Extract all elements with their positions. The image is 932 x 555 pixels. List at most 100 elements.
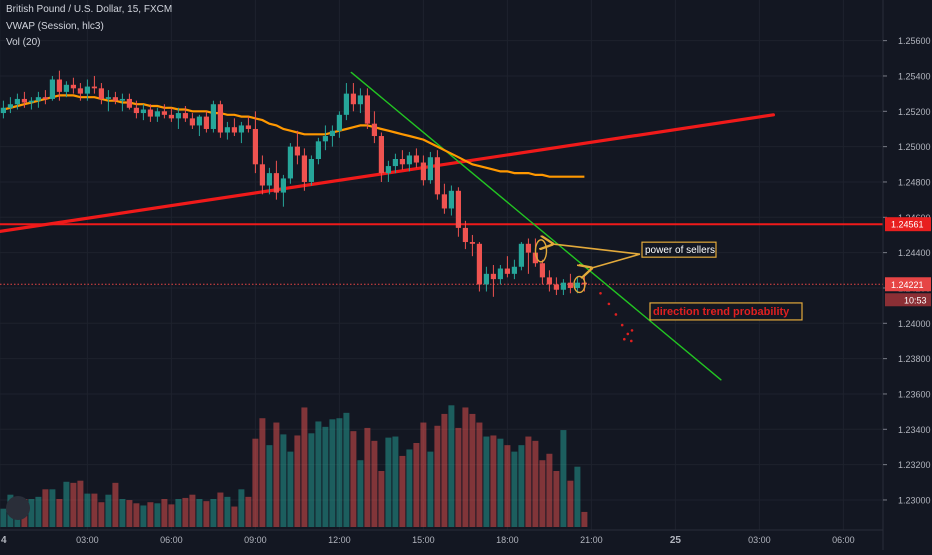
projection-dot: [599, 291, 602, 295]
candle-body: [84, 86, 90, 94]
volume-bar: [455, 427, 462, 527]
candle-body: [364, 95, 370, 124]
time-tick-label: 06:00: [160, 535, 183, 545]
volume-bar: [315, 421, 322, 527]
price-axis: 1.256001.254001.252001.250001.248001.246…: [882, 0, 932, 550]
volume-bar: [560, 430, 567, 527]
candle-body: [154, 111, 160, 117]
countdown-label: 10:53: [904, 295, 927, 305]
price-tick-label: 1.23800: [898, 354, 931, 364]
price-label-box: [885, 217, 931, 232]
volume-bar: [112, 482, 119, 527]
candle-body: [329, 130, 335, 137]
volume-bar: [91, 493, 98, 527]
candle-body: [231, 127, 237, 133]
volume-bar: [0, 508, 7, 527]
candle-body: [546, 277, 552, 285]
candle-body: [469, 242, 475, 244]
candle-body: [49, 79, 55, 99]
volume-indicator-label[interactable]: Vol (20): [6, 37, 41, 48]
volume-bar: [210, 499, 217, 527]
volume-bar: [154, 503, 161, 527]
volume-bar: [525, 436, 532, 527]
volume-bar: [119, 499, 126, 527]
volume-bar: [238, 489, 245, 527]
price-tick-label: 1.25000: [898, 142, 931, 152]
volume-bar: [182, 497, 189, 527]
volume-bar: [504, 445, 511, 527]
candle-body: [105, 97, 111, 99]
candle-body: [560, 282, 566, 290]
volume-bar: [77, 480, 84, 527]
price-tick-label: 1.25600: [898, 36, 931, 46]
candle-body: [259, 164, 265, 186]
candle-body: [126, 98, 132, 108]
candle-body: [168, 114, 174, 119]
candle-body: [280, 178, 286, 193]
volume-bar: [448, 405, 455, 527]
volume-bar: [287, 451, 294, 527]
candle-body: [406, 155, 412, 165]
candle-body: [336, 114, 342, 131]
candle-body: [420, 162, 426, 181]
candle-body: [287, 146, 293, 179]
price-tick-label: 1.25400: [898, 71, 931, 81]
candle-body: [392, 159, 398, 167]
volume-bar: [462, 407, 469, 527]
candle-body: [532, 252, 538, 264]
candle-body: [63, 84, 69, 92]
projection-dot: [630, 339, 633, 343]
volume-bar: [98, 502, 105, 527]
volume-bar: [539, 460, 546, 527]
candle-body: [343, 93, 349, 115]
candle-body: [98, 88, 104, 99]
volume-bar: [413, 443, 420, 527]
volume-bar: [126, 500, 133, 527]
volume-bar: [371, 440, 378, 527]
arrow-to-ellipse: [590, 253, 641, 268]
candle-body: [553, 284, 559, 290]
volume-bar: [434, 425, 441, 527]
price-axis-background: [883, 0, 932, 550]
candle-body: [175, 113, 181, 119]
candle-body: [91, 86, 97, 89]
volume-bar: [168, 504, 175, 527]
candle-body: [252, 128, 258, 165]
candle-body: [308, 159, 314, 182]
volume-bar: [483, 436, 490, 527]
time-tick-label: 15:00: [412, 535, 435, 545]
volume-bar: [140, 505, 147, 527]
candle-body: [315, 141, 321, 159]
time-tick-label: 06:00: [832, 535, 855, 545]
candle-layer: [0, 70, 587, 297]
volume-bar: [420, 422, 427, 527]
time-tick-label: 21:00: [580, 535, 603, 545]
volume-bar: [70, 482, 77, 527]
time-tick-label: 03:00: [748, 535, 771, 545]
annotation-power-of-sellers: power of sellers: [645, 245, 715, 256]
symbol-title[interactable]: British Pound / U.S. Dollar, 15, FXCM: [6, 4, 173, 15]
price-label-last: 1.24221: [891, 280, 924, 290]
candle-body: [140, 109, 146, 114]
vwap-line: [3, 94, 585, 178]
volume-bar: [49, 489, 56, 527]
volume-bar: [63, 481, 70, 527]
volume-bar: [308, 433, 315, 527]
tradingview-logo-icon[interactable]: [6, 496, 30, 520]
volume-bar: [161, 499, 168, 527]
volume-bar: [301, 407, 308, 527]
projection-dot: [607, 302, 611, 306]
highlight-ellipse: [534, 239, 548, 263]
price-tick-label: 1.24400: [898, 248, 931, 258]
candle-body: [462, 227, 468, 243]
volume-bar: [294, 435, 301, 527]
candle-body: [161, 111, 167, 115]
time-tick-label: 18:00: [496, 535, 519, 545]
time-tick-label: 25: [670, 535, 682, 546]
candle-body: [35, 97, 41, 101]
candle-body: [7, 104, 13, 108]
vwap-indicator-label[interactable]: VWAP (Session, hlc3): [6, 21, 104, 32]
projection-dot: [620, 323, 624, 327]
